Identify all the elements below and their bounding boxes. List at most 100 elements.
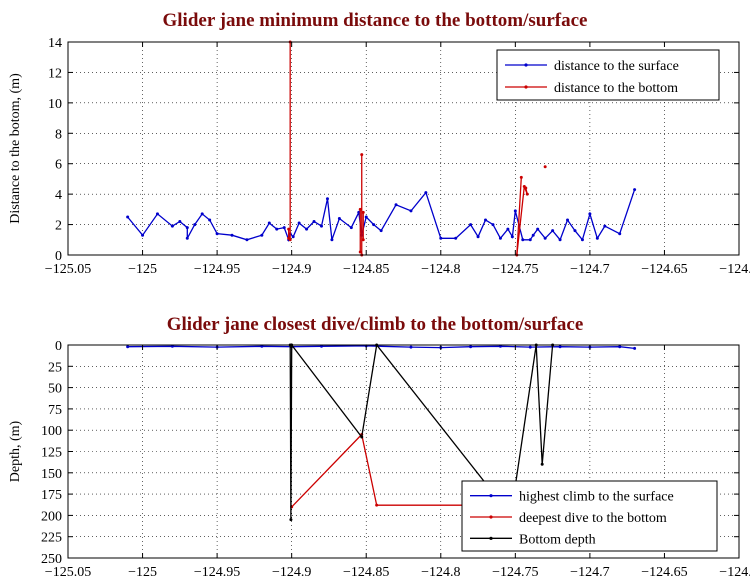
data-point <box>349 226 353 230</box>
y-tick-label: 225 <box>41 531 62 546</box>
chart-2-title: Glider jane closest dive/climb to the bo… <box>166 314 584 335</box>
data-point <box>305 227 309 231</box>
y-tick-label: 175 <box>41 488 62 503</box>
chart-2: −125.05 −125 −124.95 −124.9 −124.85 −124.8 −12… <box>8 339 750 580</box>
y-tick-label: 50 <box>48 382 62 397</box>
data-point <box>361 210 365 214</box>
series-distance-to-the-surface <box>126 188 637 243</box>
data-point <box>498 236 502 240</box>
data-point <box>528 238 532 242</box>
data-point <box>484 218 488 222</box>
x-tick-label: −124.75 <box>492 262 538 277</box>
data-point <box>519 175 523 179</box>
y-tick-label: 8 <box>55 127 62 142</box>
data-point <box>510 235 514 239</box>
y-axis-label: Distance to the botom, (m) <box>8 73 23 224</box>
x-tick-label: −124.65 <box>641 262 687 277</box>
data-point <box>536 227 540 231</box>
data-point <box>618 345 622 349</box>
legend-box <box>496 49 720 101</box>
legend-marker <box>524 85 528 89</box>
series-line-segment <box>516 186 525 256</box>
data-point <box>364 215 368 219</box>
series-highest-climb-to-the-surface <box>126 344 637 350</box>
data-point <box>506 227 510 231</box>
data-point <box>528 345 532 349</box>
data-point <box>543 165 547 169</box>
data-point <box>126 215 130 219</box>
data-point <box>170 224 174 228</box>
legend-marker <box>489 536 493 540</box>
x-tick-label: −124.7 <box>570 262 609 277</box>
data-point <box>469 223 473 227</box>
series-line-segment <box>516 177 522 256</box>
x-tick-label: −124.6 <box>719 565 750 580</box>
data-point <box>543 236 547 240</box>
y-axis-label: Depth, (m) <box>8 420 23 482</box>
x-tick-label: −124.8 <box>421 565 460 580</box>
data-point <box>260 344 264 348</box>
x-tick-label: −124.8 <box>421 262 460 277</box>
data-point <box>185 226 189 230</box>
data-point <box>424 191 428 195</box>
data-point <box>521 238 525 242</box>
data-point <box>287 227 291 231</box>
x-tick-label: −124.65 <box>641 565 687 580</box>
x-tick-label: −124.85 <box>343 262 389 277</box>
x-tick-label: −125.05 <box>45 565 91 580</box>
x-tick-label: −124.7 <box>570 565 609 580</box>
x-tick-label: −124.75 <box>492 565 538 580</box>
data-point <box>618 232 622 236</box>
x-tick-label: −124.6 <box>719 262 750 277</box>
data-point <box>275 227 279 231</box>
series-distance-to-the-bottom <box>287 40 547 257</box>
legend-label: deepest dive to the bottom <box>519 511 667 526</box>
data-point <box>513 209 517 213</box>
data-point <box>289 518 293 522</box>
y-tick-label: 2 <box>55 219 62 234</box>
data-point <box>325 197 329 201</box>
data-point <box>215 232 219 236</box>
data-point <box>267 221 271 225</box>
data-point <box>603 224 607 228</box>
y-tick-label: 6 <box>55 158 62 173</box>
y-tick-label: 75 <box>48 403 62 418</box>
data-point <box>337 216 341 220</box>
y-tick-label: 200 <box>41 509 62 524</box>
data-point <box>540 462 544 466</box>
data-point <box>358 250 362 254</box>
data-point <box>200 212 204 216</box>
data-point <box>439 236 443 240</box>
y-tick-label: 100 <box>41 424 62 439</box>
y-tick-label: 0 <box>55 339 62 354</box>
data-point <box>358 207 362 211</box>
data-point <box>633 188 637 192</box>
data-point <box>230 233 234 237</box>
y-tick-label: 250 <box>41 552 62 567</box>
data-point <box>126 345 130 349</box>
data-point <box>312 220 316 224</box>
legend-box <box>461 480 718 552</box>
data-point <box>573 229 577 233</box>
data-point <box>260 233 264 237</box>
y-tick-label: 14 <box>48 36 62 51</box>
data-point <box>141 233 145 237</box>
data-point <box>282 226 286 230</box>
chart-1: −125.05 −125 −124.95 −124.9 −124.85 −124.8 −12… <box>8 36 750 277</box>
data-point <box>525 192 529 196</box>
data-point <box>580 238 584 242</box>
data-point <box>287 236 291 240</box>
data-point <box>178 220 182 224</box>
legend-marker <box>524 63 528 67</box>
y-tick-label: 4 <box>55 188 62 203</box>
legend-marker <box>489 494 493 498</box>
data-point <box>375 503 379 507</box>
y-tick-label: 125 <box>41 446 62 461</box>
data-point <box>469 345 473 349</box>
legend: highest climb to the surface deepest dive… <box>461 480 718 552</box>
data-point <box>531 233 535 237</box>
data-point <box>379 229 383 233</box>
y-tick-label: 25 <box>48 360 62 375</box>
series-line <box>127 189 636 243</box>
